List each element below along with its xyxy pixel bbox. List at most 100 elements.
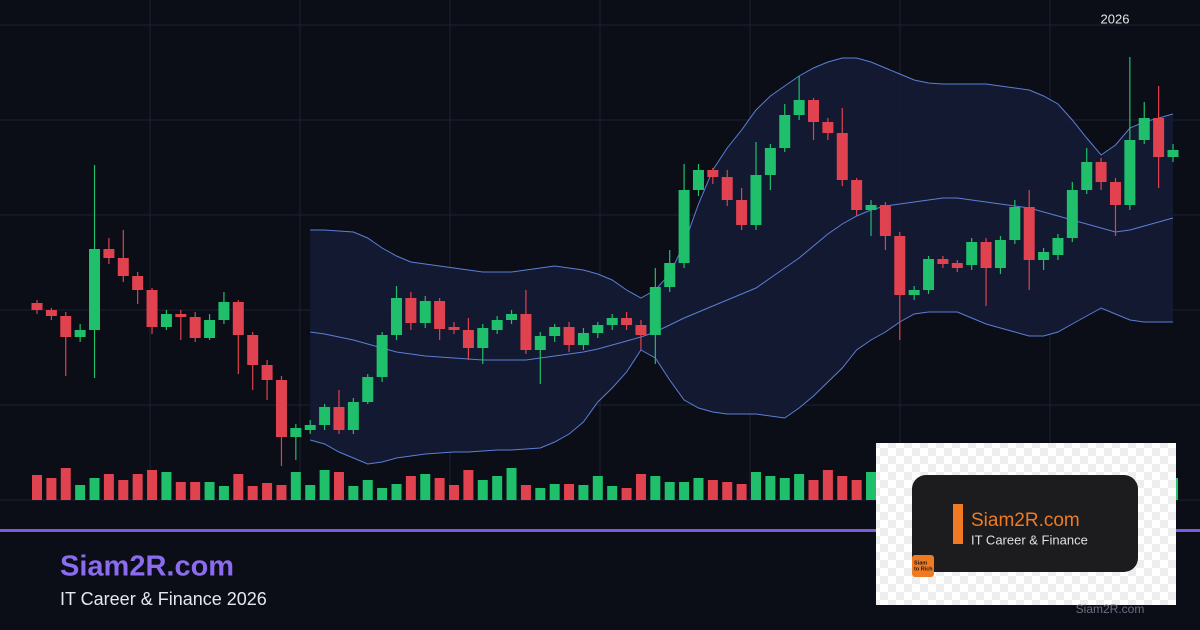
candle-body (692, 170, 704, 190)
candle-body (31, 303, 43, 310)
candle-body (1167, 150, 1179, 157)
volume-bar (707, 480, 718, 500)
volume-bar (722, 482, 733, 500)
volume-bar (650, 476, 661, 500)
card-tagline: IT Career & Finance (971, 532, 1088, 547)
volume-bar (866, 472, 877, 500)
volume-bar (520, 485, 531, 500)
candle-body (635, 325, 647, 335)
candle-body (103, 249, 115, 258)
volume-bar (319, 470, 330, 500)
candle-body (45, 310, 57, 316)
volume-bar (463, 470, 474, 500)
volume-bar (664, 482, 675, 500)
candle-body (606, 318, 618, 325)
volume-bar (89, 478, 100, 500)
candle-body (333, 407, 345, 430)
candle-body (908, 290, 920, 295)
candle-body (175, 314, 187, 317)
candle-body (376, 335, 388, 377)
candle-body (304, 425, 316, 430)
candle-body (506, 314, 518, 320)
volume-bar (837, 476, 848, 500)
watermark: Siam2R.com (1076, 602, 1145, 616)
candle-body (750, 175, 762, 225)
volume-bar (693, 478, 704, 500)
candle-body (534, 336, 546, 350)
candle-body (247, 335, 259, 365)
candle-body (1038, 252, 1050, 260)
candle-body (707, 170, 719, 177)
volume-bar (434, 478, 445, 500)
volume-bar (578, 485, 589, 500)
volume-bar (175, 482, 186, 500)
candle-body (1066, 190, 1078, 238)
volume-bar (233, 474, 244, 500)
volume-bar (535, 488, 546, 500)
candle-body (951, 263, 963, 268)
candle-body (290, 428, 302, 437)
candle-body (1153, 118, 1165, 157)
volume-bar (75, 485, 86, 500)
card-accent (953, 504, 963, 544)
candle-body (577, 333, 589, 345)
volume-bar (564, 484, 575, 500)
card-logo (912, 555, 934, 577)
volume-bar (549, 484, 560, 500)
candle-body (477, 328, 489, 348)
volume-bar (420, 474, 431, 500)
candle-body (275, 380, 287, 437)
candle-body (1109, 182, 1121, 205)
volume-bar (305, 485, 316, 500)
volume-bar (262, 483, 273, 500)
candle-body (937, 259, 949, 264)
volume-bar (147, 470, 158, 500)
candle-body (621, 318, 633, 325)
candle-body (764, 148, 776, 175)
candle-body (851, 180, 863, 210)
volume-bar (592, 476, 603, 500)
candle-body (74, 330, 86, 337)
candle-body (362, 377, 374, 402)
volume-bar (32, 475, 42, 500)
candle-body (549, 327, 561, 336)
volume-bar (492, 476, 503, 500)
volume-bar (621, 488, 632, 500)
candle-body (462, 330, 474, 348)
candle-body (60, 316, 72, 337)
candle-body (319, 407, 331, 425)
volume-bar (794, 474, 805, 500)
candle-body (563, 327, 575, 345)
volume-bar (765, 476, 776, 500)
annotation: 2026 (1101, 11, 1130, 26)
candle-body (261, 365, 273, 380)
volume-bar (736, 484, 747, 500)
card-brand: Siam2R.com (971, 510, 1080, 531)
candle-body (491, 320, 503, 330)
volume-bar (190, 482, 201, 500)
candle-body (1009, 207, 1021, 240)
candle-body (966, 242, 978, 265)
volume-bar (779, 478, 790, 500)
candle-body (793, 100, 805, 115)
candle-body (808, 100, 820, 122)
card-logo-text: to Rich (914, 566, 933, 572)
candle-body (980, 242, 992, 268)
volume-bar (679, 482, 690, 500)
candle-body (146, 290, 158, 327)
band-line (310, 57, 1174, 299)
candle-body (592, 325, 604, 333)
candle-body (419, 301, 431, 323)
card: Siam2R.com IT Career & Finance Siam to R… (876, 443, 1176, 605)
divider (0, 529, 1200, 532)
footer-tagline: IT Career & Finance 2026 (60, 589, 267, 609)
candle-body (390, 298, 402, 335)
candle-body (664, 263, 676, 287)
candle-body (923, 259, 935, 290)
volume-bar (750, 472, 761, 500)
volume-bar (118, 480, 129, 500)
volume-bar (348, 486, 359, 500)
volume-bar (161, 472, 172, 500)
candle-body (678, 190, 690, 263)
